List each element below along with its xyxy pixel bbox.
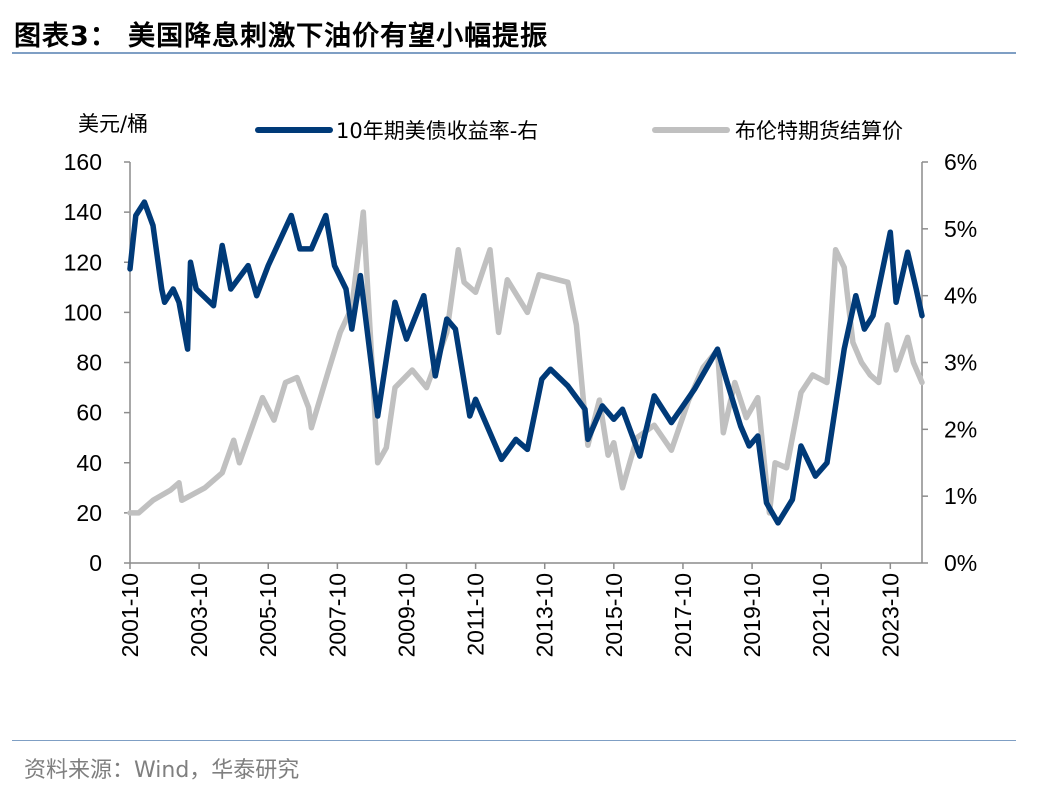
left-axis-unit-label: 美元/桶 — [78, 112, 148, 136]
x-axis-tick-label: 2009-10 — [393, 573, 419, 657]
x-axis-tick-label: 2005-10 — [255, 573, 281, 657]
x-axis-tick-label: 2013-10 — [532, 573, 558, 657]
source-note: 资料来源：Wind，华泰研究 — [24, 758, 300, 783]
left-axis-tick-label: 0 — [89, 550, 102, 576]
x-axis-tick-label: 2007-10 — [324, 573, 350, 657]
right-axis-tick-label: 4% — [944, 283, 977, 309]
left-axis-tick-label: 140 — [64, 199, 102, 225]
x-axis-tick-label: 2011-10 — [463, 573, 489, 656]
source-divider — [12, 740, 1016, 741]
right-axis-tick-label: 1% — [944, 483, 977, 509]
left-axis-tick-label: 60 — [76, 400, 102, 426]
legend-label-brent: 布伦特期货结算价 — [735, 119, 903, 143]
legend: 10年期美债收益率-右 布伦特期货结算价 — [255, 119, 903, 143]
left-axis-tick-label: 100 — [64, 299, 102, 325]
x-axis-tick-label: 2023-10 — [877, 573, 903, 657]
x-axis-tick-label: 2003-10 — [186, 573, 212, 657]
right-axis-tick-label: 3% — [944, 350, 977, 376]
x-axis-tick-label: 2001-10 — [117, 573, 143, 657]
x-axis-tick-label: 2017-10 — [670, 573, 696, 657]
left-axis-tick-label: 80 — [76, 350, 102, 376]
x-axis-tick-label: 2015-10 — [601, 573, 627, 657]
title-divider — [12, 52, 1016, 54]
x-axis-tick-label: 2021-10 — [808, 573, 834, 657]
yield-series-line — [127, 199, 925, 526]
left-axis-tick-label: 120 — [64, 249, 102, 275]
right-axis-tick-label: 0% — [944, 550, 977, 576]
legend-label-yield: 10年期美债收益率-右 — [336, 119, 538, 143]
right-axis-tick-label: 6% — [944, 149, 977, 175]
chart-title: 图表3： 美国降息刺激下油价有望小幅提振 — [14, 21, 549, 52]
left-axis-tick-label: 40 — [76, 450, 102, 476]
x-axis-tick-label: 2019-10 — [739, 573, 765, 657]
brent-series-line — [127, 209, 925, 516]
axes: 0 20 40 60 80 100 120 140 160 0% 1% 2% 3% 4% 5% 6% 2001-… — [64, 149, 978, 657]
left-axis-tick-label: 20 — [76, 500, 102, 526]
left-axis-tick-label: 160 — [64, 149, 102, 175]
right-axis-tick-label: 2% — [944, 416, 977, 442]
right-axis-tick-label: 5% — [944, 216, 977, 242]
series-lines — [127, 199, 925, 526]
